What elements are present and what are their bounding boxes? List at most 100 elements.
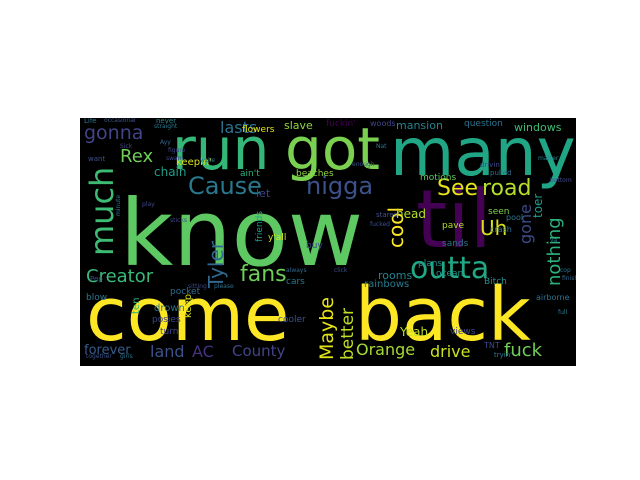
word-rex: Rex [120,146,154,167]
word-pool: pool [506,213,524,222]
word-stares: stares [376,211,398,219]
word-question: question [464,119,503,129]
word-county: County [232,342,286,360]
word-cop: cop [560,267,571,274]
word-rooms: rooms [378,269,413,282]
word-see: See [437,176,479,201]
word-sticks: sticks [170,217,188,224]
word-nigga: nigga [306,172,374,200]
word-ayy: Ayy [160,139,171,146]
word-fans: fans [240,262,287,287]
word-girls: girls [120,353,133,360]
word-please: please [214,283,234,290]
word-blow: blow [86,293,108,303]
word-let: let [256,187,271,200]
word-matter: matter [538,155,559,162]
word-life: Life [84,118,97,125]
word-sands: sands [442,239,469,249]
word-enough: enough [352,161,375,168]
word-never: never [156,118,177,125]
word-orange: Orange [356,340,416,359]
word-friends: friends [255,210,265,242]
word-occasional: occasional [104,118,136,124]
word-much: much [83,166,121,256]
word-yeah: Yeah [400,325,429,339]
word-keep: keep [183,293,194,318]
word-fuck: fuck [504,340,543,361]
word-got: got [285,118,381,183]
word-forever: forever [84,343,131,358]
word-tryin: tryin' [494,351,513,359]
word-bottom: bottom [550,177,572,184]
word-ac: AC [192,342,214,361]
word-maybe: Maybe [316,296,338,360]
word-plans: plans [418,259,443,269]
word-seen: seen [488,207,510,217]
word-play: play [142,201,155,208]
word-ten: ten [131,297,142,314]
word-chain: chain [154,165,187,179]
word-turn: turn [160,327,179,337]
word-know: know [120,180,364,287]
word-aint: ain't [240,169,260,179]
word-come: come [86,272,290,358]
word-together: together [86,353,112,360]
word-better: better [338,307,358,360]
word-land: land [150,342,185,361]
word-straight: straight [154,123,178,130]
word-yall: y'all [268,233,287,243]
word-head: head [396,207,426,221]
word-gonna: gonna [84,122,144,144]
word-motions: motions [420,173,457,183]
word-want: want [88,155,106,163]
word-fucked: fucked [370,221,390,228]
word-lasts: lasts [220,118,258,137]
word-views: views [450,327,476,337]
word-always: always [286,267,307,274]
word-keepin: keepin' [176,157,212,168]
word-bitch: Bitch [484,277,507,287]
word-figure: figure [168,147,186,154]
word-tnt: TNT [484,341,500,350]
word-crash: crash [490,225,512,234]
word-windows: windows [514,121,562,134]
word-pep: Pep [90,275,103,283]
word-toer: toer [531,193,545,218]
word-minute: minute [115,194,122,216]
word-full: full [558,309,568,316]
word-back: back [355,272,531,358]
word-pocket: pocket [170,287,201,297]
word-ya: ya [550,237,558,244]
word-buy: buy [306,241,323,251]
word-drown: drown [154,303,185,314]
word-cars: cars [286,277,305,287]
word-drive: drive [430,342,471,361]
word-run: run [172,118,270,183]
word-uh: Uh [480,216,508,240]
word-ocean: ocean [436,269,464,279]
word-click: click [334,267,348,274]
word-pave: pave [442,221,465,231]
word-drivin: drivin [480,161,500,169]
word-sick: Sick [120,143,133,150]
word-outta: outta [410,251,490,286]
word-many: many [390,118,576,191]
word-cloud: come back know many got run til outta mu… [80,118,576,366]
word-nat: Nat [376,143,387,150]
word-posies: posies [152,315,181,325]
word-slave: slave [284,119,313,132]
word-rainbows: rainbows [364,279,410,290]
word-fuckin: fuckin' [326,119,356,129]
word-creator: Creator [86,266,154,287]
word-road: road [482,176,532,201]
word-airborne: airborne [536,293,570,302]
word-flowers: flowers [242,125,275,135]
word-tyler: Tyler [204,240,228,288]
word-cooler: cooler [278,315,306,325]
word-til: til [416,173,492,266]
word-sitting: sitting [188,283,207,290]
word-cause: Cause [188,172,262,200]
word-pulled: pulled [490,169,512,177]
word-woods: woods [370,119,396,128]
word-swam: swam [166,155,184,162]
